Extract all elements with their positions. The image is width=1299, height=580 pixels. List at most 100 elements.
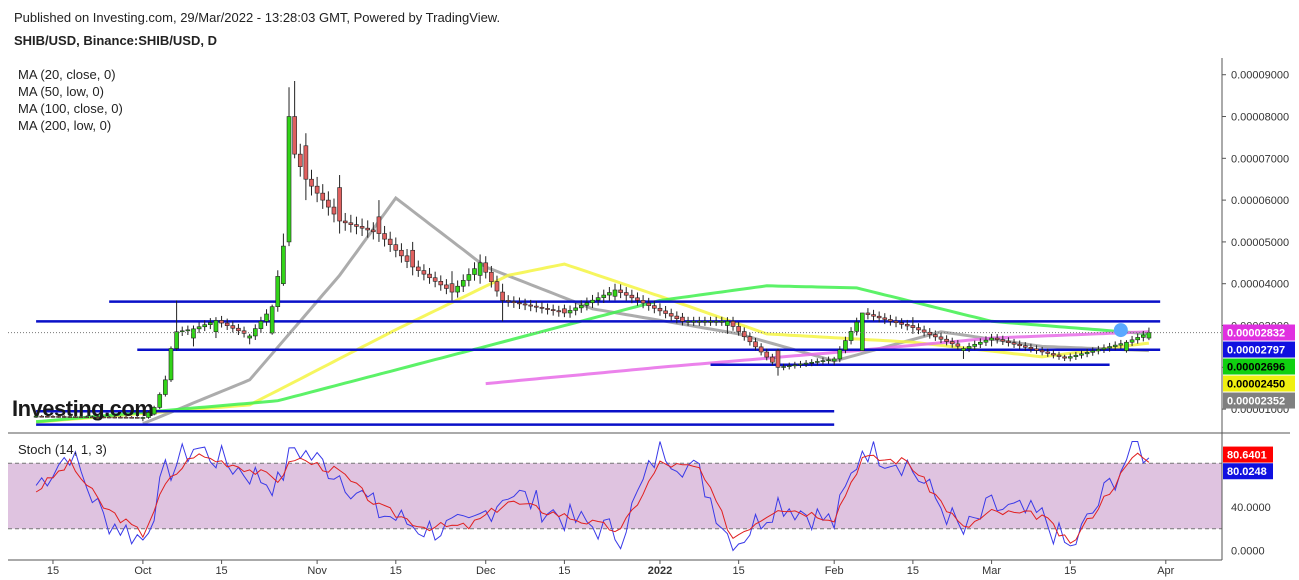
candle-up (803, 362, 809, 365)
candle-down (348, 222, 354, 225)
candle-up (140, 417, 146, 419)
candle-up (1067, 356, 1073, 359)
candle-down (899, 322, 904, 325)
stoch-legend[interactable]: Stoch (14, 1, 3) (18, 442, 107, 457)
candle-down (483, 262, 489, 273)
candle-down (292, 116, 297, 155)
date-tick-label: Mar (982, 565, 1001, 577)
candle-down (921, 329, 927, 333)
candle-down (134, 417, 140, 419)
candle-up (983, 339, 989, 343)
candle-down (123, 416, 129, 419)
ma100-line (35, 284, 1150, 424)
date-tick-label: 15 (390, 565, 402, 577)
candle-up (1107, 346, 1112, 349)
candle-up (708, 321, 713, 323)
candle-down (309, 178, 314, 187)
stoch-tag-label: 80.0248 (1227, 466, 1267, 478)
candle-up (809, 361, 815, 364)
price-tag-label: 0.00002797 (1227, 345, 1285, 357)
candle-down (39, 415, 45, 418)
candle-up (1084, 352, 1090, 355)
price-pane (8, 80, 1222, 426)
date-tick-label: 15 (733, 565, 745, 577)
candle-down (646, 302, 652, 306)
price-tag-label: 0.00002352 (1227, 396, 1285, 408)
candle-down (73, 416, 78, 418)
candle-down (382, 233, 387, 240)
legend-ma20[interactable]: MA (20, close, 0) (18, 67, 116, 82)
candle-down (545, 308, 550, 310)
candle-up (163, 379, 168, 395)
candle-up (573, 307, 578, 311)
date-tick-label: Nov (307, 565, 327, 577)
candle-down (623, 292, 629, 296)
candle-up (697, 321, 702, 323)
candle-down (1022, 345, 1028, 348)
legend-ma50[interactable]: MA (50, low, 0) (18, 84, 104, 99)
candle-up (843, 340, 848, 351)
candle-up (281, 245, 286, 285)
candle-down (224, 322, 230, 326)
candle-down (753, 341, 758, 348)
price-tag-label: 0.00002696 (1227, 362, 1285, 374)
price-tick-label: 0.00008000 (1231, 112, 1289, 124)
candle-up (252, 328, 258, 337)
stoch-d-line (35, 452, 1150, 544)
candle-down (1000, 339, 1006, 342)
candle-up (607, 292, 612, 296)
candle-up (472, 268, 477, 275)
candle-down (387, 238, 393, 245)
candle-down (904, 324, 910, 327)
candle-up (202, 324, 208, 328)
candle-down (652, 305, 657, 309)
candle-up (1101, 347, 1107, 350)
candle-down (342, 220, 348, 224)
candle-up (854, 321, 859, 332)
candle-down (67, 416, 73, 418)
price-tag (1223, 375, 1295, 392)
candle-up (961, 348, 966, 351)
legend-ma100[interactable]: MA (100, close, 0) (18, 101, 123, 116)
candle-down (1045, 351, 1051, 354)
candle-down (893, 320, 899, 324)
ma200-line (485, 330, 1149, 386)
candle-down (106, 416, 112, 419)
candle-up (781, 366, 786, 368)
candle-down (1006, 340, 1011, 343)
price-tick-label: 0.00006000 (1231, 195, 1289, 207)
candle-up (786, 365, 792, 367)
price-tag (1223, 324, 1295, 341)
price-tag (1223, 341, 1295, 358)
candle-down (326, 199, 331, 208)
candle-down (741, 331, 747, 337)
candle-down (888, 319, 893, 322)
candle-down (219, 320, 224, 324)
candle-down (505, 300, 511, 302)
candle-down (432, 277, 438, 282)
candle-up (460, 280, 466, 287)
candle-up (168, 348, 174, 381)
candle-down (775, 350, 781, 368)
date-tick-label: 15 (47, 565, 59, 577)
candle-down (640, 300, 646, 304)
date-tick-label: Apr (1157, 565, 1174, 577)
candle-up (1112, 344, 1118, 347)
candle-down (444, 284, 449, 289)
candle-up (179, 330, 185, 333)
candle-down (45, 415, 50, 418)
candle-down (865, 312, 871, 315)
symbol-title: SHIB/USD, Binance:SHIB/USD, D (14, 33, 217, 48)
candle-down (1039, 350, 1045, 353)
legend-ma200[interactable]: MA (200, low, 0) (18, 118, 112, 133)
candle-up (978, 341, 983, 345)
candle-up (1118, 343, 1124, 346)
candle-up (185, 329, 191, 332)
candle-down (1028, 347, 1034, 350)
candle-up (1141, 334, 1146, 338)
candle-up (725, 321, 730, 326)
candle-down (539, 306, 545, 309)
candle-up (713, 321, 719, 323)
candle-down (393, 244, 399, 251)
